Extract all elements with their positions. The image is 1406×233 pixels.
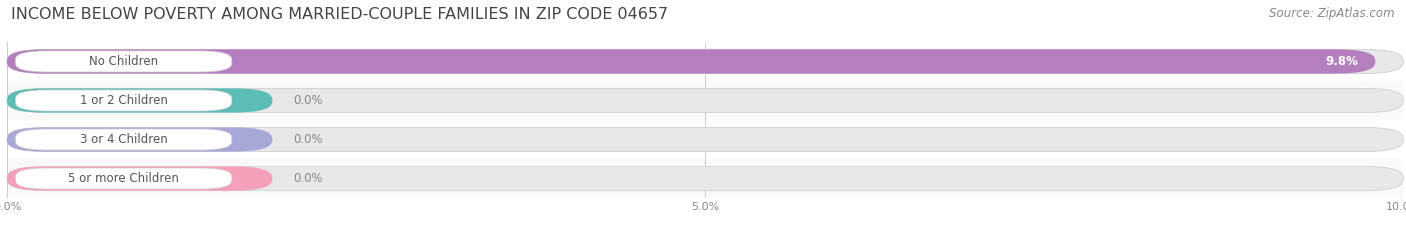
Bar	[7, 120, 1403, 159]
FancyBboxPatch shape	[7, 49, 1403, 74]
FancyBboxPatch shape	[7, 88, 273, 113]
FancyBboxPatch shape	[7, 88, 1403, 113]
Text: 1 or 2 Children: 1 or 2 Children	[80, 94, 167, 107]
FancyBboxPatch shape	[7, 127, 273, 152]
FancyBboxPatch shape	[15, 129, 232, 150]
FancyBboxPatch shape	[15, 51, 232, 72]
FancyBboxPatch shape	[15, 168, 232, 189]
Text: 5 or more Children: 5 or more Children	[67, 172, 179, 185]
Bar	[7, 42, 1403, 81]
Text: 3 or 4 Children: 3 or 4 Children	[80, 133, 167, 146]
Bar	[7, 159, 1403, 198]
Bar	[7, 81, 1403, 120]
FancyBboxPatch shape	[7, 166, 1403, 191]
Text: No Children: No Children	[89, 55, 157, 68]
FancyBboxPatch shape	[7, 49, 1375, 74]
Text: Source: ZipAtlas.com: Source: ZipAtlas.com	[1270, 7, 1395, 20]
FancyBboxPatch shape	[15, 90, 232, 111]
Text: INCOME BELOW POVERTY AMONG MARRIED-COUPLE FAMILIES IN ZIP CODE 04657: INCOME BELOW POVERTY AMONG MARRIED-COUPL…	[11, 7, 668, 22]
Text: 0.0%: 0.0%	[294, 172, 323, 185]
FancyBboxPatch shape	[7, 127, 1403, 152]
Text: 0.0%: 0.0%	[294, 133, 323, 146]
Text: 0.0%: 0.0%	[294, 94, 323, 107]
Text: 9.8%: 9.8%	[1326, 55, 1358, 68]
FancyBboxPatch shape	[7, 166, 273, 191]
